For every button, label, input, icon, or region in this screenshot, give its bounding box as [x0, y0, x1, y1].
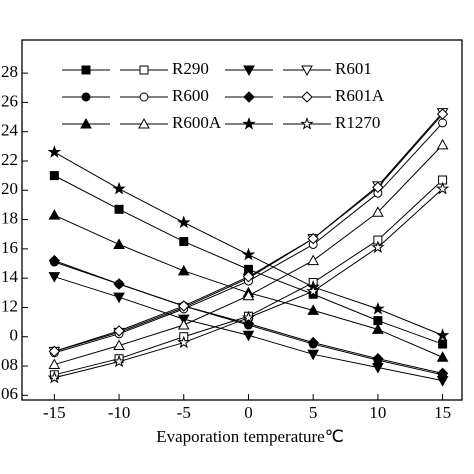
- marker: [113, 339, 125, 351]
- marker: [48, 358, 61, 370]
- y-tick-label: 08: [1, 355, 18, 374]
- marker: [49, 171, 59, 181]
- y-tick-label: 12: [1, 296, 18, 315]
- marker: [436, 138, 449, 150]
- y-tick-label: 14: [1, 267, 19, 286]
- x-tick-label: -15: [43, 403, 66, 422]
- marker: [241, 310, 256, 324]
- marker: [435, 181, 450, 195]
- y-tick-label: 28: [1, 62, 18, 81]
- marker: [436, 108, 449, 120]
- legend-label: R601A: [335, 86, 385, 105]
- marker: [243, 65, 255, 77]
- marker: [307, 336, 319, 349]
- marker: [300, 116, 314, 130]
- legend-label: R1270: [335, 113, 380, 132]
- marker: [81, 65, 91, 75]
- y-tick-label: 0: [10, 326, 19, 345]
- marker: [48, 345, 61, 358]
- x-tick-label: 5: [309, 403, 318, 422]
- legend-label: R600: [172, 86, 209, 105]
- marker: [241, 247, 256, 261]
- marker: [438, 339, 448, 349]
- marker: [242, 330, 255, 342]
- legend-label: R290: [172, 59, 209, 78]
- marker: [113, 292, 125, 304]
- marker: [243, 91, 255, 103]
- marker: [178, 300, 190, 312]
- marker: [47, 370, 62, 384]
- x-tick-label: 10: [369, 403, 386, 422]
- y-tick-label: 06: [1, 384, 18, 403]
- marker: [177, 335, 191, 349]
- marker: [372, 206, 384, 217]
- marker: [177, 215, 191, 229]
- marker: [372, 181, 384, 194]
- marker: [301, 65, 313, 77]
- marker: [242, 289, 255, 301]
- marker: [48, 209, 61, 220]
- x-tick-label: 0: [244, 403, 253, 422]
- legend-label: R601: [335, 59, 372, 78]
- marker: [114, 204, 124, 214]
- marker: [113, 325, 125, 337]
- y-tick-label: 24: [1, 121, 19, 140]
- marker: [139, 92, 149, 102]
- legend-label: R600A: [172, 113, 222, 132]
- y-tick-label: 18: [1, 208, 18, 227]
- marker: [81, 92, 91, 102]
- marker: [371, 240, 385, 254]
- marker: [113, 278, 125, 290]
- marker: [436, 367, 449, 380]
- x-tick-label: -5: [177, 403, 191, 422]
- marker: [306, 284, 320, 298]
- marker: [242, 116, 256, 130]
- x-tick-label: -10: [108, 403, 131, 422]
- marker: [112, 181, 126, 195]
- marker: [113, 238, 125, 249]
- marker: [371, 301, 385, 315]
- marker: [139, 65, 149, 75]
- marker: [436, 351, 449, 362]
- marker: [438, 118, 448, 128]
- marker: [307, 232, 319, 245]
- marker: [112, 354, 126, 368]
- marker: [435, 328, 450, 341]
- marker: [307, 349, 320, 361]
- marker: [80, 117, 92, 129]
- marker: [372, 323, 384, 334]
- y-tick-label: 22: [1, 150, 18, 169]
- marker: [177, 264, 190, 276]
- x-axis-label: Evaporation temperature℃: [156, 427, 344, 446]
- marker: [48, 272, 61, 283]
- y-tick-label: 16: [1, 238, 18, 257]
- marker: [301, 91, 313, 103]
- marker: [48, 254, 61, 267]
- y-tick-label: 20: [1, 179, 18, 198]
- y-tick-label: 26: [1, 91, 18, 110]
- x-tick-label: 15: [434, 403, 451, 422]
- marker: [179, 237, 189, 247]
- marker: [242, 270, 255, 283]
- marker: [307, 254, 320, 266]
- marker: [307, 304, 320, 315]
- marker: [177, 318, 190, 330]
- marker: [138, 117, 150, 129]
- marker: [372, 352, 384, 365]
- marker: [47, 145, 62, 158]
